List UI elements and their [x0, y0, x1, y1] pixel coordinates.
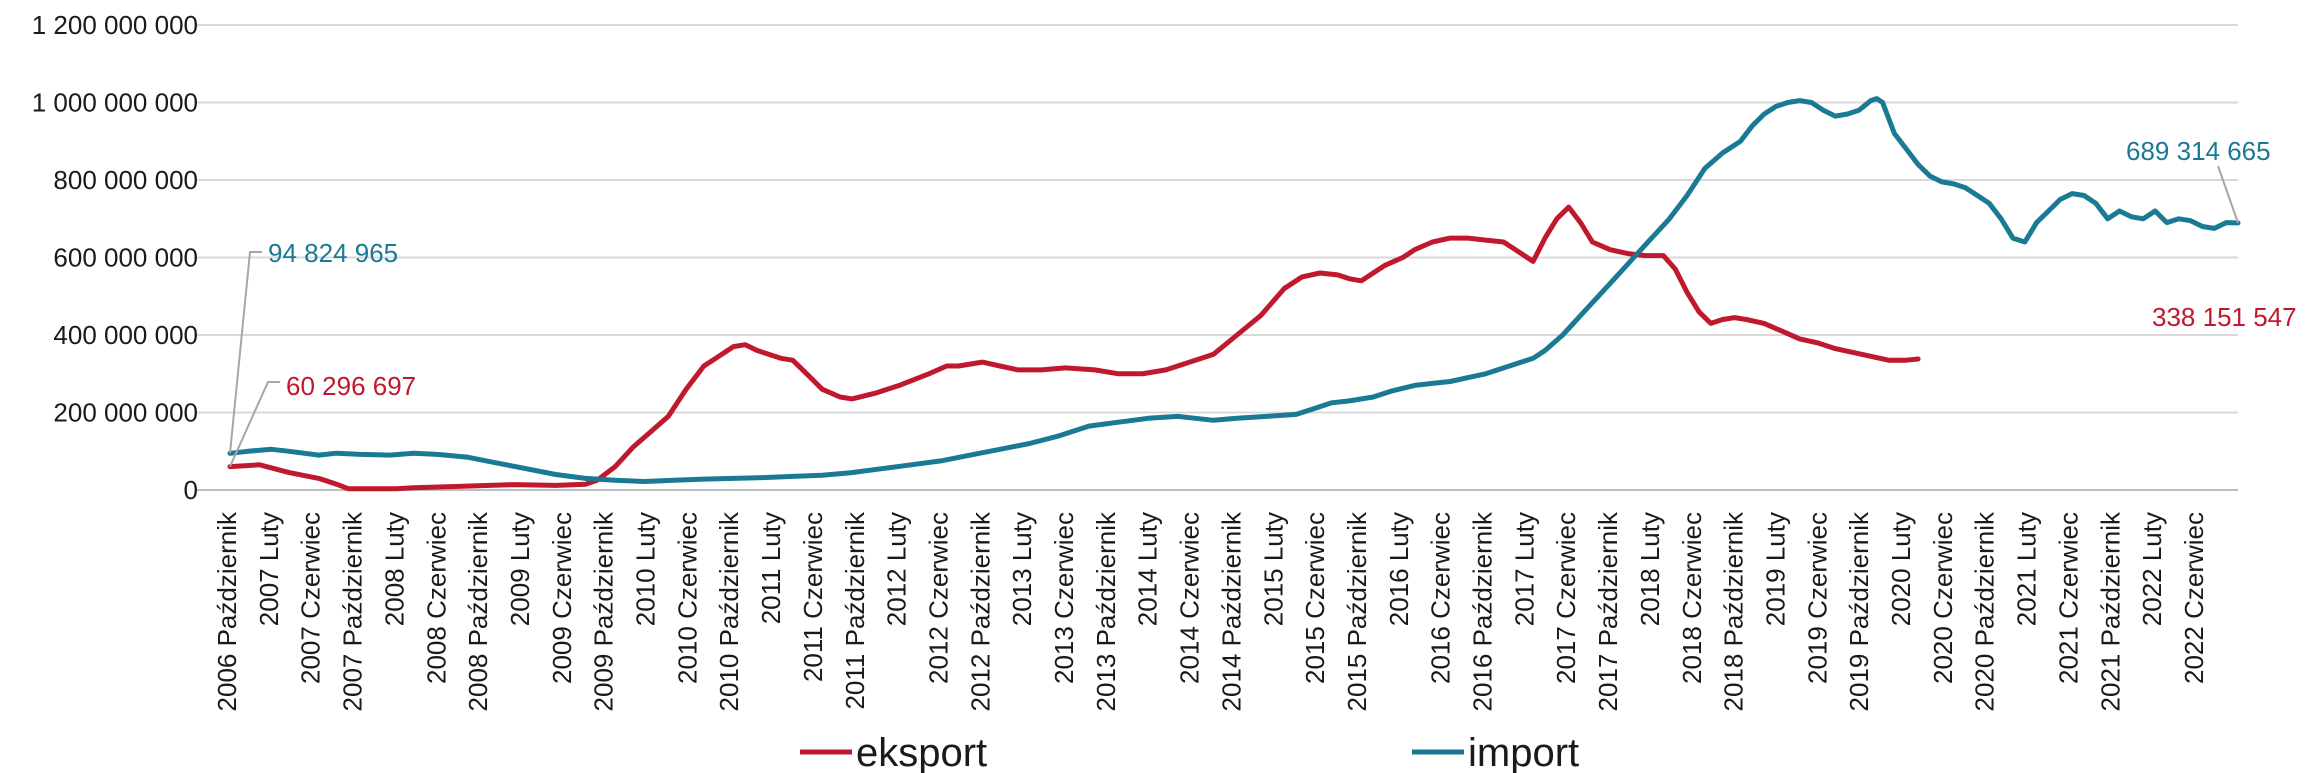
- y-tick-label: 400 000 000: [53, 320, 198, 350]
- x-tick-label: 2013 Czerwiec: [1049, 512, 1079, 684]
- x-tick-label: 2020 Czerwiec: [1928, 512, 1958, 684]
- x-tick-label: 2022 Czerwiec: [2179, 512, 2209, 684]
- x-tick-label: 2007 Luty: [254, 512, 284, 626]
- x-tick-label: 2011 Czerwiec: [798, 512, 828, 682]
- x-tick-label: 2017 Czerwiec: [1551, 512, 1581, 684]
- y-tick-label: 1 200 000 000: [32, 10, 198, 40]
- leader-line-import-end: [2217, 165, 2239, 224]
- x-tick-label: 2006 Październik: [212, 511, 242, 711]
- x-tick-label: 2015 Luty: [1258, 512, 1288, 626]
- x-tick-label: 2014 Październik: [1216, 511, 1246, 711]
- legend-label-eksport: eksport: [856, 731, 987, 773]
- x-tick-label: 2007 Czerwiec: [296, 512, 326, 684]
- x-tick-label: 2009 Czerwiec: [547, 512, 577, 684]
- x-tick-label: 2019 Październik: [1844, 511, 1874, 711]
- x-tick-label: 2021 Październik: [2095, 511, 2125, 711]
- x-tick-label: 2008 Luty: [379, 512, 409, 626]
- x-tick-label: 2021 Czerwiec: [2053, 512, 2083, 684]
- leader-line-import-start: [229, 251, 262, 454]
- x-tick-label: 2019 Czerwiec: [1802, 512, 1832, 684]
- data-labels: 94 824 965 60 296 697 689 314 665 338 151 5…: [229, 136, 2297, 468]
- x-tick-label: 2012 Luty: [882, 512, 912, 626]
- x-tick-label: 2010 Luty: [631, 512, 661, 626]
- gridlines: [195, 24, 2238, 491]
- series-lines: [227, 96, 2241, 492]
- series-line-import: [227, 96, 2241, 484]
- x-tick-label: 2010 Październik: [714, 511, 744, 711]
- x-tick-label: 2016 Październik: [1468, 511, 1498, 711]
- x-tick-label: 2013 Luty: [1007, 512, 1037, 626]
- x-tick-label: 2011 Luty: [756, 512, 786, 624]
- x-tick-label: 2012 Październik: [965, 511, 995, 711]
- x-tick-label: 2019 Luty: [1760, 512, 1790, 626]
- series-line-eksport: [227, 204, 1921, 492]
- leader-line-eksport-start: [229, 381, 280, 468]
- data-label-import-start: 94 824 965: [268, 238, 398, 268]
- y-tick-label: 200 000 000: [53, 398, 198, 428]
- x-tick-label: 2009 Luty: [505, 512, 535, 626]
- y-tick-label: 0: [184, 475, 198, 505]
- y-axis: 0 200 000 000 400 000 000 600 000 000 800 00…: [32, 10, 198, 505]
- x-tick-label: 2018 Luty: [1635, 512, 1665, 626]
- data-label-import-end: 689 314 665: [2126, 136, 2271, 166]
- x-tick-label: 2008 Czerwiec: [421, 512, 451, 684]
- x-tick-label: 2014 Czerwiec: [1175, 512, 1205, 684]
- legend-label-import: import: [1468, 731, 1579, 773]
- y-tick-label: 600 000 000: [53, 243, 198, 273]
- x-tick-label: 2022 Luty: [2137, 512, 2167, 626]
- x-tick-label: 2008 Październik: [463, 511, 493, 711]
- x-tick-label: 2015 Czerwiec: [1300, 512, 1330, 684]
- x-tick-label: 2016 Luty: [1384, 512, 1414, 626]
- x-tick-label: 2013 Październik: [1091, 511, 1121, 711]
- x-tick-label: 2015 Październik: [1342, 511, 1372, 711]
- x-tick-label: 2020 Luty: [1886, 512, 1916, 626]
- x-tick-label: 2017 Luty: [1509, 512, 1539, 626]
- x-tick-label: 2014 Luty: [1133, 512, 1163, 626]
- x-tick-label: 2011 Październik: [840, 511, 870, 710]
- x-tick-label: 2016 Czerwiec: [1426, 512, 1456, 684]
- x-tick-label: 2010 Czerwiec: [672, 512, 702, 684]
- x-tick-label: 2007 Październik: [338, 511, 368, 711]
- data-label-eksport-start: 60 296 697: [286, 371, 416, 401]
- y-tick-label: 800 000 000: [53, 165, 198, 195]
- x-tick-label: 2017 Październik: [1593, 511, 1623, 711]
- x-tick-label: 2018 Czerwiec: [1677, 512, 1707, 684]
- y-tick-label: 1 000 000 000: [32, 88, 198, 118]
- x-tick-label: 2012 Czerwiec: [923, 512, 953, 684]
- data-label-eksport-end: 338 151 547: [2152, 302, 2297, 332]
- x-tick-label: 2018 Październik: [1719, 511, 1749, 711]
- x-axis: 2006 Październik 2007 Luty 2007 Czerwiec 20…: [212, 511, 2209, 711]
- legend: eksport import: [800, 731, 1579, 773]
- x-tick-label: 2020 Październik: [1970, 511, 2000, 711]
- x-tick-label: 2009 Październik: [589, 511, 619, 711]
- x-tick-label: 2021 Luty: [2012, 512, 2042, 626]
